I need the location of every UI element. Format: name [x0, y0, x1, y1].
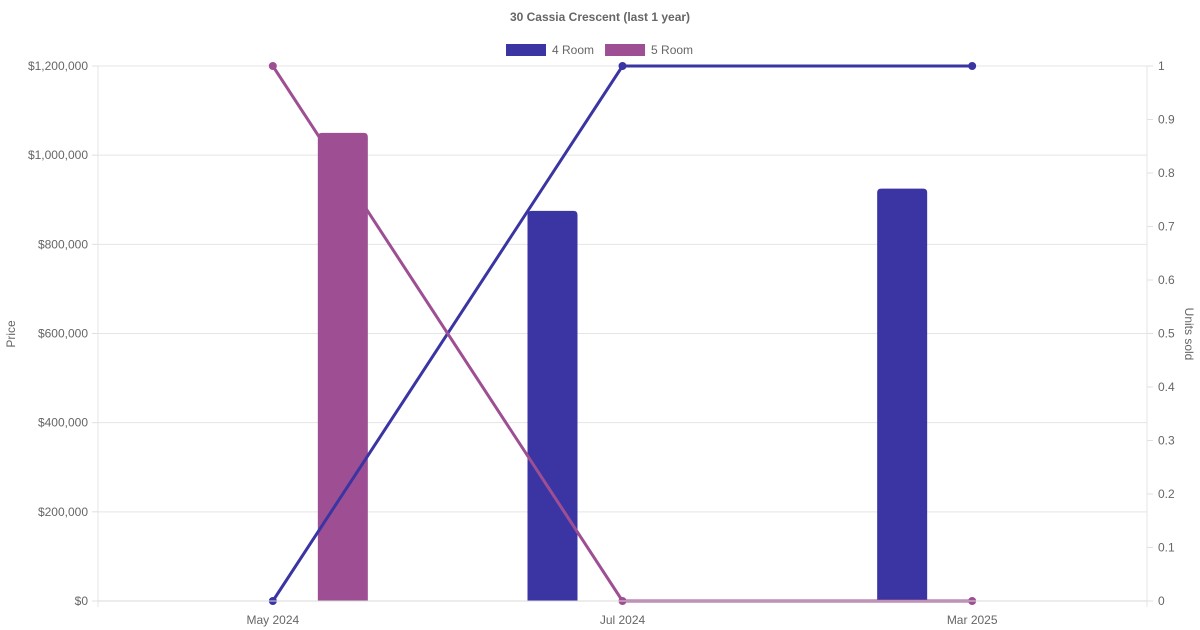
y-left-tick-label: $1,000,000 — [28, 148, 88, 162]
gridlines — [97, 65, 1148, 607]
y-axis-left-label: Price — [4, 320, 18, 348]
x-tick-label: May 2024 — [246, 613, 299, 627]
x-tick-label: Mar 2025 — [947, 613, 998, 627]
bar-4-room[interactable] — [877, 188, 928, 601]
y-right-tick-label: 0.9 — [1158, 113, 1175, 127]
y-right-tick-label: 0.7 — [1158, 220, 1175, 234]
y-right-tick-label: 0 — [1158, 594, 1165, 608]
line-point[interactable] — [268, 62, 277, 70]
y-left-tick-label: $0 — [75, 594, 89, 608]
y-right-tick-label: 1 — [1158, 59, 1165, 73]
legend-swatch[interactable] — [605, 44, 646, 56]
bars — [317, 132, 928, 602]
chart-title: 30 Cassia Crescent (last 1 year) — [510, 10, 690, 24]
y-left-tick-label: $800,000 — [38, 237, 88, 251]
legend-label[interactable]: 5 Room — [651, 43, 693, 57]
bar-5-room[interactable] — [317, 132, 368, 601]
y-right-tick-label: 0.8 — [1158, 166, 1175, 180]
y-right-tick-label: 0.5 — [1158, 327, 1175, 341]
legend-label[interactable]: 4 Room — [552, 43, 594, 57]
y-axis-right-label: Units sold — [1182, 308, 1196, 361]
line-point[interactable] — [968, 62, 977, 70]
y-right-tick-label: 0.3 — [1158, 434, 1175, 448]
line-point[interactable] — [618, 62, 627, 70]
axes: $0 $200,000 $400,000 $600,000 $800,000 $1,000… — [28, 59, 1175, 627]
y-left-tick-label: $600,000 — [38, 327, 88, 341]
legend[interactable]: 4 Room 5 Room — [506, 43, 693, 57]
legend-swatch[interactable] — [506, 44, 546, 56]
x-tick-label: Jul 2024 — [600, 613, 646, 627]
y-right-tick-label: 0.4 — [1158, 380, 1175, 394]
y-right-tick-label: 0.2 — [1158, 487, 1175, 501]
y-left-tick-label: $200,000 — [38, 505, 88, 519]
y-right-tick-label: 0.6 — [1158, 273, 1175, 287]
bar-4-room[interactable] — [527, 210, 578, 602]
y-right-tick-label: 0.1 — [1158, 541, 1175, 555]
y-left-tick-label: $400,000 — [38, 416, 88, 430]
y-left-tick-label: $1,200,000 — [28, 59, 88, 73]
